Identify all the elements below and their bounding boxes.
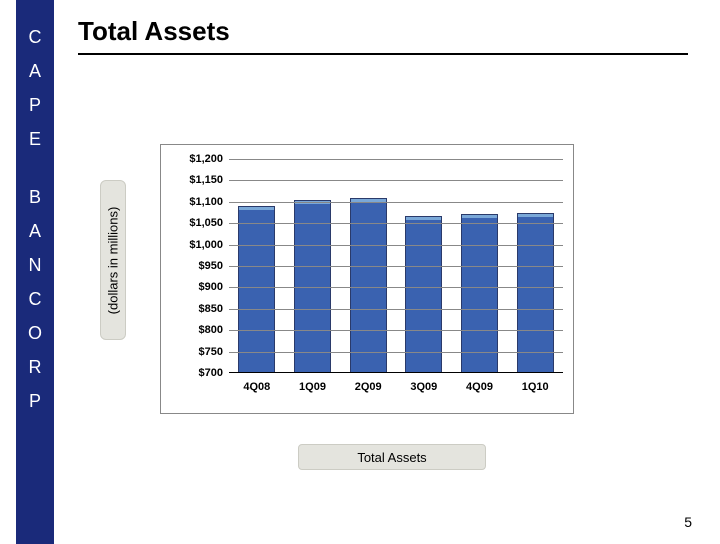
y-tick-label: $950 [199, 260, 223, 272]
grid-line [229, 287, 563, 288]
grid-line [229, 245, 563, 246]
chart-legend: Total Assets [298, 444, 486, 470]
plot-area: 4Q081Q092Q093Q094Q091Q10 $700$750$800$85… [229, 159, 563, 373]
sidebar-letter: R [16, 358, 54, 376]
sidebar-letter: C [16, 28, 54, 46]
sidebar-letter: A [16, 222, 54, 240]
title-rule [78, 53, 688, 55]
y-tick-label: $1,200 [189, 153, 223, 165]
bar-body [238, 210, 275, 373]
x-tick-label: 4Q08 [243, 381, 270, 393]
x-tick-label: 3Q09 [410, 381, 437, 393]
y-tick-label: $700 [199, 367, 223, 379]
sidebar-letter: N [16, 256, 54, 274]
grid-line [229, 202, 563, 203]
sidebar-letter: P [16, 96, 54, 114]
sidebar-letter: B [16, 188, 54, 206]
grid-line [229, 223, 563, 224]
sidebar-letter: O [16, 324, 54, 342]
bar-body [461, 218, 498, 373]
bar [517, 213, 554, 374]
chart-frame: 4Q08 1Q09 2Q09 3Q09 4Q09 1Q10 $700 $750 $800 $85… [160, 144, 574, 414]
x-axis-baseline [229, 372, 563, 373]
company-sidebar: C A P E B A N C O R P [16, 0, 54, 544]
x-tick-label: 1Q09 [299, 381, 326, 393]
x-tick-label: 2Q09 [355, 381, 382, 393]
page-title: Total Assets [78, 16, 688, 47]
y-tick-label: $1,150 [189, 174, 223, 186]
y-tick-label: $750 [199, 346, 223, 358]
sidebar-letter: C [16, 290, 54, 308]
y-axis-label-box: (dollars in millions) [100, 180, 126, 340]
bar [238, 206, 275, 373]
y-tick-label: $1,100 [189, 196, 223, 208]
y-tick-label: $900 [199, 281, 223, 293]
bar [461, 214, 498, 373]
bar [405, 216, 442, 374]
sidebar-gap [16, 164, 54, 188]
title-area: Total Assets [78, 16, 688, 55]
bar-body [405, 220, 442, 374]
sidebar-letter: P [16, 392, 54, 410]
bar-body [517, 217, 554, 374]
grid-line [229, 159, 563, 160]
page-number: 5 [684, 514, 692, 530]
grid-line [229, 180, 563, 181]
legend-label: Total Assets [357, 450, 426, 465]
y-axis-label: (dollars in millions) [106, 206, 121, 314]
grid-line [229, 266, 563, 267]
sidebar-letter: E [16, 130, 54, 148]
y-tick-label: $800 [199, 324, 223, 336]
x-tick-label: 4Q09 [466, 381, 493, 393]
bar [294, 200, 331, 373]
x-tick-label: 1Q10 [522, 381, 549, 393]
grid-line [229, 309, 563, 310]
y-tick-label: $1,050 [189, 217, 223, 229]
grid-line [229, 352, 563, 353]
grid-line [229, 330, 563, 331]
sidebar-letter: A [16, 62, 54, 80]
y-tick-label: $1,000 [189, 239, 223, 251]
y-tick-label: $850 [199, 303, 223, 315]
